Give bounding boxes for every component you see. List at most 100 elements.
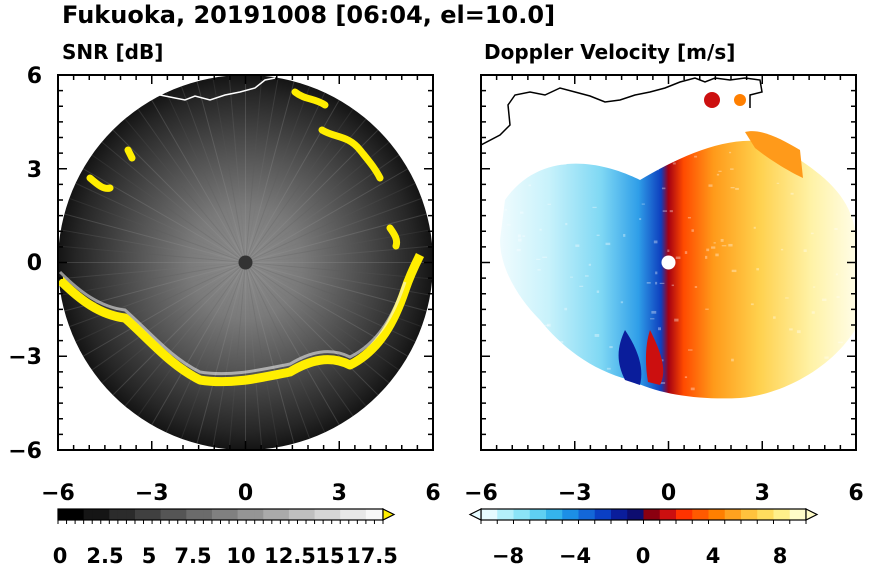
doppler-speckle — [776, 182, 780, 184]
doppler-colorbar-extend-max — [805, 508, 819, 521]
snr-colorbar-swatch — [331, 509, 341, 520]
doppler-speckle — [790, 192, 794, 195]
snr-radial-ray — [196, 81, 246, 263]
snr-radial-ray — [137, 262, 246, 417]
doppler-speckle — [836, 296, 840, 298]
snr-radial-ray — [245, 86, 311, 263]
doppler-speckle — [659, 282, 665, 285]
doppler-speckle — [620, 301, 624, 304]
doppler-speckle — [684, 376, 688, 379]
snr-ytick-label: 3 — [27, 158, 42, 183]
snr-radial-ray — [165, 92, 246, 263]
doppler-speckle — [518, 238, 522, 242]
doppler-speckle — [661, 187, 666, 190]
doppler-speckle — [756, 268, 760, 271]
doppler-speckle — [753, 226, 756, 229]
doppler-speckle — [730, 168, 734, 170]
doppler-speckle — [536, 258, 541, 260]
doppler-speckle — [694, 286, 698, 288]
doppler-colorbar-swatch — [513, 509, 531, 520]
doppler-speckle — [720, 238, 724, 242]
snr-radial-ray — [228, 262, 246, 450]
doppler-colorbar-swatch — [692, 509, 709, 520]
snr-radial-ray — [58, 245, 246, 263]
snr-xtick-label: 6 — [425, 481, 440, 506]
doppler-colorbar-extend-min — [468, 508, 482, 521]
snr-colorbar-swatch — [374, 509, 384, 520]
doppler-speckle — [773, 316, 776, 319]
doppler-colorbar-label: 4 — [706, 544, 721, 568]
snr-radial-ray — [245, 77, 279, 263]
snr-colorbar-swatch — [83, 509, 93, 520]
doppler-speckle — [780, 248, 784, 251]
doppler-echo-north — [734, 94, 746, 106]
snr-radial-ray — [245, 92, 326, 263]
snr-colorbar-swatch — [323, 509, 333, 520]
snr-panel: SNR [dB] 6 3 0 −3 −6 −6 −3 0 3 6 — [8, 40, 440, 568]
snr-radial-ray — [245, 262, 340, 426]
doppler-speckle — [542, 256, 548, 258]
snr-colorbar — [57, 508, 396, 524]
doppler-speckle — [660, 382, 666, 384]
doppler-speckle — [653, 240, 658, 244]
doppler-speckle — [708, 184, 713, 187]
snr-colorbar-swatch — [271, 509, 281, 520]
snr-colorbar-swatch — [220, 509, 230, 520]
snr-radial-ray — [196, 262, 246, 444]
doppler-speckle — [718, 170, 722, 172]
doppler-speckle — [687, 216, 691, 219]
doppler-speckle — [528, 184, 532, 187]
doppler-speckle — [711, 246, 716, 249]
snr-radial-ray — [245, 81, 295, 263]
snr-radial-ray — [124, 118, 246, 263]
doppler-speckle — [519, 211, 524, 214]
doppler-speckle — [667, 249, 670, 253]
snr-colorbar-swatch — [297, 509, 307, 520]
snr-ytick-label: 6 — [27, 64, 42, 89]
snr-colorbar-swatch — [246, 509, 256, 520]
doppler-speckle — [606, 367, 611, 370]
doppler-speckle — [810, 232, 814, 235]
doppler-speckle — [811, 311, 815, 314]
snr-colorbar-label: 17.5 — [346, 544, 398, 568]
doppler-speckle — [651, 310, 657, 314]
doppler-speckle — [564, 307, 568, 311]
snr-radial-ray — [180, 262, 246, 439]
doppler-colorbar-swatch — [611, 509, 628, 520]
doppler-speckle — [596, 290, 600, 293]
snr-colorbar-swatch — [92, 509, 102, 520]
snr-colorbar-label: 7.5 — [174, 544, 211, 568]
doppler-speckle — [705, 308, 709, 310]
snr-radial-ray — [245, 262, 263, 450]
doppler-colorbar-swatch — [659, 509, 677, 520]
doppler-speckle — [522, 235, 526, 237]
snr-echo-band-south — [58, 252, 425, 387]
snr-radial-ray — [101, 262, 246, 384]
doppler-colorbar-swatch — [562, 509, 579, 520]
doppler-colorbar — [468, 508, 819, 524]
doppler-speckle — [822, 298, 827, 302]
doppler-xtick-label: 3 — [755, 481, 770, 506]
doppler-xtick-label: 6 — [848, 481, 863, 506]
doppler-colorbar-label: −8 — [492, 544, 524, 568]
snr-radial-ray — [101, 141, 246, 263]
snr-radial-ray — [112, 262, 246, 396]
snr-colorbar-swatch — [169, 509, 179, 520]
snr-radial-ray — [75, 262, 246, 343]
doppler-speckle — [721, 245, 727, 247]
snr-radial-ray — [91, 154, 246, 263]
snr-radial-ray — [124, 262, 246, 407]
snr-radial-ray — [212, 262, 246, 448]
snr-colorbar-swatch — [143, 509, 153, 520]
doppler-speckle — [546, 323, 551, 327]
doppler-speckle — [662, 210, 668, 212]
snr-radial-ray — [245, 75, 263, 263]
doppler-speckle — [729, 151, 732, 154]
snr-radial-ray — [245, 262, 295, 444]
doppler-colorbar-swatch — [708, 509, 726, 520]
doppler-speckle — [559, 341, 564, 344]
snr-colorbar-label: 15 — [315, 544, 344, 568]
snr-radial-ray — [245, 262, 326, 433]
doppler-speckle — [575, 244, 580, 247]
doppler-speckle — [655, 271, 658, 275]
